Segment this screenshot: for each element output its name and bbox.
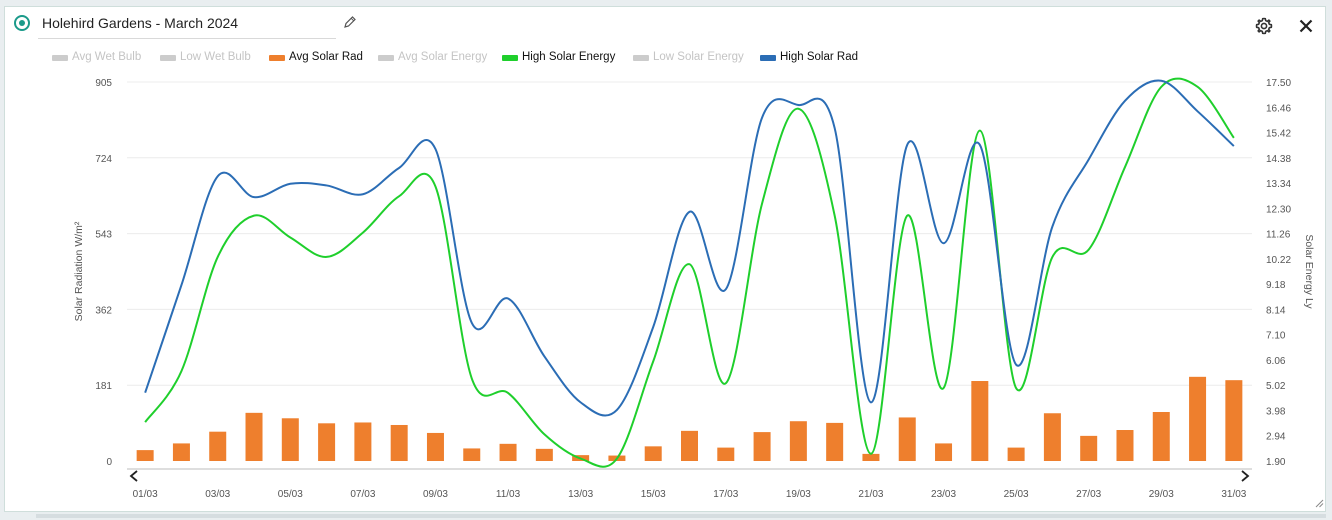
pencil-icon[interactable] bbox=[342, 14, 358, 30]
y-right-tick-label: 9.18 bbox=[1266, 280, 1286, 291]
y-right-tick-label: 2.94 bbox=[1266, 432, 1286, 443]
y-right-tick-label: 5.02 bbox=[1266, 381, 1286, 392]
close-icon[interactable] bbox=[1296, 16, 1316, 36]
y-right-tick-label: 8.14 bbox=[1266, 305, 1286, 316]
bar bbox=[1116, 430, 1134, 461]
widget-header: Holehird Gardens - March 2024 bbox=[14, 12, 354, 39]
x-tick-label: 17/03 bbox=[713, 489, 738, 500]
bar bbox=[1189, 376, 1207, 461]
y-left-axis-title: Solar Radiation W/m² bbox=[73, 221, 85, 321]
y-left-tick-label: 724 bbox=[95, 154, 112, 165]
y-left-tick-label: 905 bbox=[95, 78, 112, 89]
y-right-axis-title: Solar Energy Ly bbox=[1303, 234, 1315, 309]
bar bbox=[390, 424, 408, 461]
bar bbox=[862, 453, 880, 461]
bar bbox=[245, 412, 263, 461]
bar bbox=[209, 431, 227, 461]
y-left-tick-label: 543 bbox=[95, 230, 112, 241]
bar bbox=[1152, 412, 1170, 461]
y-left-tick-label: 362 bbox=[95, 305, 112, 316]
bar bbox=[1225, 380, 1243, 461]
bar bbox=[318, 423, 336, 461]
legend-label: Low Solar Energy bbox=[653, 51, 744, 63]
x-tick-label: 23/03 bbox=[931, 489, 956, 500]
bar bbox=[426, 432, 444, 461]
y-right-tick-label: 16.46 bbox=[1266, 103, 1291, 114]
widget-title[interactable]: Holehird Gardens - March 2024 bbox=[42, 15, 239, 31]
x-tick-label: 27/03 bbox=[1076, 489, 1101, 500]
legend-swatch bbox=[633, 55, 649, 61]
legend-swatch bbox=[160, 55, 176, 61]
y-right-tick-label: 13.34 bbox=[1266, 179, 1291, 190]
bar bbox=[281, 418, 299, 461]
y-right-tick-label: 12.30 bbox=[1266, 204, 1291, 215]
bar bbox=[1007, 447, 1025, 461]
legend-swatch bbox=[502, 55, 518, 61]
x-tick-label: 13/03 bbox=[568, 489, 593, 500]
resize-handle-icon[interactable] bbox=[1314, 498, 1324, 508]
bar bbox=[1080, 435, 1098, 461]
chevron-right-icon[interactable] bbox=[1241, 470, 1250, 482]
bar bbox=[753, 432, 771, 461]
x-tick-label: 01/03 bbox=[133, 489, 158, 500]
bar bbox=[898, 417, 916, 461]
bar bbox=[499, 443, 517, 461]
bar bbox=[136, 450, 154, 461]
title-underline bbox=[38, 38, 336, 39]
chevron-left-icon[interactable] bbox=[129, 470, 138, 482]
y-right-tick-label: 15.42 bbox=[1266, 129, 1291, 140]
x-tick-label: 31/03 bbox=[1221, 489, 1246, 500]
bar bbox=[172, 443, 190, 461]
legend-swatch bbox=[760, 55, 776, 61]
bar bbox=[826, 422, 844, 461]
legend-label: High Solar Rad bbox=[780, 51, 858, 63]
legend-swatch bbox=[52, 55, 68, 61]
bar bbox=[717, 447, 735, 461]
legend-label: Low Wet Bulb bbox=[180, 51, 251, 63]
x-tick-label: 19/03 bbox=[786, 489, 811, 500]
x-tick-label: 21/03 bbox=[858, 489, 883, 500]
series-line bbox=[144, 77, 1235, 468]
bar bbox=[354, 422, 372, 461]
x-tick-label: 05/03 bbox=[278, 489, 303, 500]
legend-label: High Solar Energy bbox=[522, 51, 616, 63]
x-tick-label: 25/03 bbox=[1004, 489, 1029, 500]
legend-swatch bbox=[269, 55, 285, 61]
y-right-tick-label: 17.50 bbox=[1266, 78, 1291, 89]
x-tick-label: 03/03 bbox=[205, 489, 230, 500]
y-left-tick-label: 0 bbox=[106, 457, 112, 468]
x-tick-label: 29/03 bbox=[1149, 489, 1174, 500]
legend-swatch bbox=[378, 55, 394, 61]
series-line bbox=[144, 79, 1235, 417]
bottom-scroll-strip bbox=[36, 514, 1326, 518]
y-right-tick-label: 7.10 bbox=[1266, 331, 1286, 342]
bar bbox=[535, 448, 553, 461]
x-tick-label: 11/03 bbox=[496, 489, 521, 500]
y-right-tick-label: 1.90 bbox=[1266, 457, 1286, 468]
legend-label: Avg Wet Bulb bbox=[72, 51, 142, 63]
y-right-tick-label: 3.98 bbox=[1266, 406, 1286, 417]
bar bbox=[789, 421, 807, 461]
bar bbox=[971, 381, 989, 461]
y-right-tick-label: 10.22 bbox=[1266, 255, 1291, 266]
bar bbox=[644, 446, 662, 461]
x-tick-label: 15/03 bbox=[641, 489, 666, 500]
y-right-tick-label: 6.06 bbox=[1266, 356, 1286, 367]
x-tick-label: 07/03 bbox=[350, 489, 375, 500]
gear-icon[interactable] bbox=[1254, 16, 1274, 36]
y-right-tick-label: 14.38 bbox=[1266, 154, 1291, 165]
bar bbox=[681, 430, 698, 461]
legend-label: Avg Solar Rad bbox=[289, 51, 363, 63]
bar bbox=[1043, 413, 1061, 461]
y-left-tick-label: 181 bbox=[95, 381, 112, 392]
bar bbox=[935, 443, 953, 461]
status-radio-icon[interactable] bbox=[14, 15, 30, 31]
chart-widget-panel bbox=[4, 6, 1326, 512]
x-tick-label: 09/03 bbox=[423, 489, 448, 500]
y-right-tick-label: 11.26 bbox=[1266, 230, 1291, 241]
legend-label: Avg Solar Energy bbox=[398, 51, 488, 63]
bar bbox=[463, 448, 481, 461]
